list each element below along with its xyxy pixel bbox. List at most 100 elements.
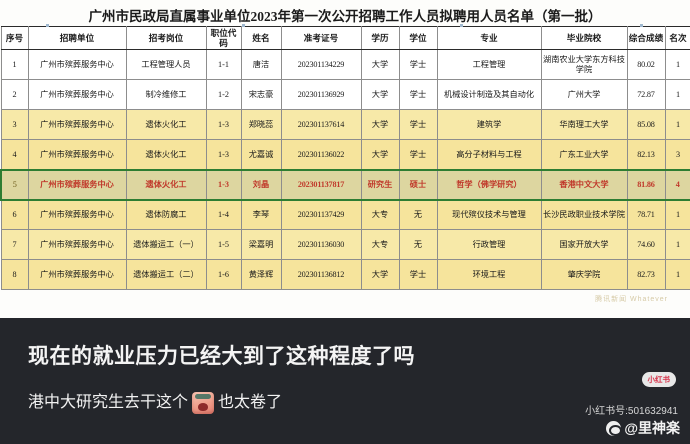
cell-rank: 4 [664, 168, 690, 201]
cell-unit: 广州市殡葬服务中心 [27, 259, 127, 291]
weibo-handle-text: @里神楽 [624, 420, 680, 436]
cell-name: 梁嘉明 [240, 229, 282, 261]
col-header-index: 序号 [0, 25, 29, 51]
cell-exam-no: 202301136022 [280, 139, 362, 171]
cell-exam-no: 202301136030 [280, 229, 362, 261]
cell-name: 唐洁 [240, 49, 282, 81]
cell-index: 7 [0, 229, 29, 261]
cell-degree: 学士 [398, 109, 438, 141]
caption-line-1: 现在的就业压力已经大到了这种程度了吗 [28, 345, 415, 368]
table-row: 4 广州市殡葬服务中心 遗体火化工 1-3 尤嘉诚 202301136022 大学 学士 高分子… [0, 139, 690, 171]
table-row: 3 广州市殡葬服务中心 遗体火化工 1-3 郑晓蕊 202301137614 大学 学士 建筑学… [0, 109, 690, 141]
cell-major: 现代殡仪技术与管理 [436, 199, 542, 231]
cell-code: 1-4 [205, 199, 242, 231]
cell-unit: 广州市殡葬服务中心 [27, 49, 127, 81]
cell-code: 1-3 [205, 168, 242, 201]
cell-unit: 广州市殡葬服务中心 [27, 109, 127, 141]
cell-post: 遗体防腐工 [125, 199, 207, 231]
cell-index: 2 [0, 79, 29, 111]
cell-code: 1-1 [205, 49, 242, 81]
table-row: 8 广州市殡葬服务中心 遗体搬运工（二） 1-6 黄泽辉 202301136812 大学 学士… [0, 259, 690, 291]
loudly-crying-face-icon [192, 392, 215, 414]
cell-score: 72.87 [626, 79, 666, 111]
cell-degree: 学士 [398, 259, 438, 291]
cell-edu: 大学 [360, 79, 400, 111]
caption-line-2: 港中大研究生去干这个 也太卷了 [28, 388, 283, 414]
xiaohongshu-id-watermark: 小红书号:501632941 [585, 406, 678, 417]
cell-exam-no: 202301137429 [280, 199, 362, 231]
roster-table-body: 1 广州市殡葬服务中心 工程管理人员 1-1 唐洁 202301134229 大学 学士 工程管… [0, 49, 690, 291]
cell-name: 黄泽辉 [240, 259, 282, 291]
cell-name: 宋志豪 [240, 79, 282, 111]
cell-edu: 大专 [360, 229, 400, 261]
cell-score: 81.86 [626, 168, 666, 201]
col-header-name: 姓名 [240, 25, 282, 51]
cell-unit: 广州市殡葬服务中心 [27, 139, 127, 171]
cell-school: 湖南农业大学东方科技学院 [540, 49, 628, 81]
cell-school: 香港中文大学 [540, 168, 628, 201]
caption-line-2-before: 港中大研究生去干这个 [28, 394, 189, 411]
cell-degree: 无 [398, 229, 438, 261]
col-header-post: 招考岗位 [125, 25, 207, 51]
cell-exam-no: 202301136929 [280, 79, 362, 111]
cell-index: 3 [0, 109, 29, 141]
cell-post: 遗体火化工 [125, 168, 207, 201]
cell-index: 4 [0, 139, 29, 171]
cell-degree: 硕士 [398, 168, 438, 201]
roster-document: 广州市民政局直属事业单位2023年第一次公开招聘工作人员拟聘用人员名单（第一批）… [0, 9, 690, 303]
cell-score: 80.02 [626, 49, 666, 81]
cell-score: 82.13 [626, 139, 666, 171]
table-row: 5 广州市殡葬服务中心 遗体火化工 1-3 刘晶 202301137817 研究生 硕士 哲学（… [0, 168, 690, 201]
cell-name: 刘晶 [240, 168, 282, 201]
cell-post: 遗体搬运工（二） [125, 259, 207, 291]
col-header-exam-no: 准考证号 [280, 25, 362, 51]
table-watermark: 腾讯新闻 Whatever [595, 296, 668, 303]
cell-major: 行政管理 [436, 229, 542, 261]
cell-post: 遗体火化工 [125, 139, 207, 171]
cell-score: 74.60 [626, 229, 666, 261]
caption-bar: 现在的就业压力已经大到了这种程度了吗 港中大研究生去干这个 也太卷了 小红书 小… [0, 318, 690, 444]
cell-edu: 大学 [360, 109, 400, 141]
weibo-handle-watermark: @里神楽 [606, 418, 680, 438]
cell-degree: 学士 [398, 79, 438, 111]
cell-rank: 1 [664, 79, 690, 111]
col-header-unit: 招聘单位 [27, 25, 127, 51]
cell-index: 8 [0, 259, 29, 291]
cell-edu: 研究生 [360, 168, 400, 201]
cell-edu: 大学 [360, 139, 400, 171]
cell-code: 1-5 [205, 229, 242, 261]
selection-handle-icon [242, 24, 245, 27]
cell-school: 华南理工大学 [540, 109, 628, 141]
cell-degree: 无 [398, 199, 438, 231]
cell-code: 1-6 [205, 259, 242, 291]
cell-index: 6 [0, 199, 29, 231]
cell-rank: 1 [664, 259, 690, 291]
document-title: 广州市民政局直属事业单位2023年第一次公开招聘工作人员拟聘用人员名单（第一批） [88, 9, 602, 24]
cell-school: 国家开放大学 [540, 229, 628, 261]
cell-school: 长沙民政职业技术学院 [540, 199, 628, 231]
caption-line-2-after: 也太卷了 [218, 394, 283, 411]
cell-code: 1-3 [205, 109, 242, 141]
cell-school: 肇庆学院 [540, 259, 628, 291]
cell-code: 1-3 [205, 139, 242, 171]
cell-unit: 广州市殡葬服务中心 [27, 168, 127, 201]
col-header-degree: 学位 [398, 25, 438, 51]
cell-edu: 大专 [360, 199, 400, 231]
selection-handle-icon [460, 24, 463, 27]
table-row: 6 广州市殡葬服务中心 遗体防腐工 1-4 李琴 202301137429 大专无现代殡仪技… [0, 199, 690, 231]
col-header-score: 综合成绩 [626, 25, 666, 51]
col-header-edu: 学历 [360, 25, 400, 51]
cell-major: 哲学（佛学研究） [436, 168, 542, 201]
cell-major: 高分子材料与工程 [436, 139, 542, 171]
cell-post: 制冷维修工 [125, 79, 207, 111]
cell-major: 机械设计制造及其自动化 [436, 79, 542, 111]
table-row: 1 广州市殡葬服务中心 工程管理人员 1-1 唐洁 202301134229 大学 学士 工程管… [0, 49, 690, 81]
cell-rank: 1 [664, 229, 690, 261]
table-row: 7 广州市殡葬服务中心 遗体搬运工（一） 1-5 梁嘉明 202301136030 大专无行… [0, 229, 690, 261]
cell-exam-no: 202301136812 [280, 259, 362, 291]
cell-exam-no: 202301134229 [280, 49, 362, 81]
cell-major: 环境工程 [436, 259, 542, 291]
cell-name: 郑晓蕊 [240, 109, 282, 141]
cell-score: 85.08 [626, 109, 666, 141]
